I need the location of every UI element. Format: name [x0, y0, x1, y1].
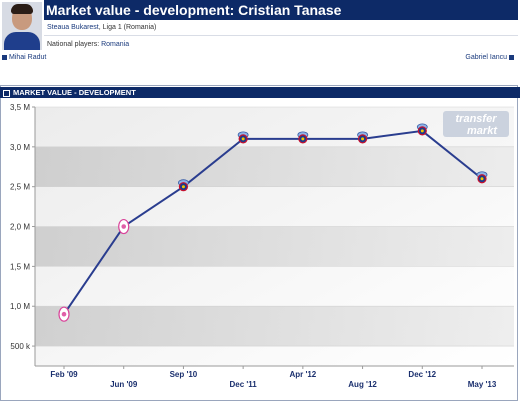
prev-player-label: Mihai Radut	[9, 54, 47, 61]
club-crest-marker	[61, 311, 67, 317]
x-tick-label: Feb '09	[50, 370, 78, 379]
prev-player-link[interactable]: Mihai Radut	[2, 54, 46, 61]
section-title-text: MARKET VALUE - DEVELOPMENT	[13, 88, 136, 97]
star-icon	[361, 137, 365, 141]
grid-band	[35, 146, 514, 187]
next-player-label: Gabriel Iancu	[465, 54, 508, 61]
value-line	[63, 129, 483, 315]
y-tick-label: 1,0 M	[10, 302, 30, 311]
national-team-link[interactable]: Romania	[101, 41, 130, 48]
star-icon	[241, 137, 245, 141]
y-tick-label: 1,5 M	[10, 262, 30, 271]
x-tick-label: Jun '09	[110, 380, 138, 389]
x-tick-label: Aug '12	[348, 380, 377, 389]
national-line: National players: Romania	[47, 41, 129, 48]
arrow-right-icon	[509, 54, 514, 60]
x-tick-label: Dec '11	[230, 380, 258, 389]
chart-icon	[3, 89, 10, 97]
player-header: Market value - development: Cristian Tan…	[0, 0, 520, 62]
arrow-left-icon	[2, 54, 7, 60]
star-icon	[301, 137, 305, 141]
watermark-text: markt	[467, 125, 498, 137]
grid-band	[35, 306, 514, 347]
star-icon	[420, 129, 424, 133]
title-bar	[44, 0, 518, 20]
section-title: MARKET VALUE - DEVELOPMENT	[3, 88, 136, 97]
watermark-text: transfer	[456, 113, 498, 125]
player-navigation: Mihai Radut Gabriel Iancu	[0, 54, 520, 64]
divider	[44, 35, 518, 36]
league-text: , Liga 1 (Romania)	[98, 24, 157, 31]
y-tick-label: 2,5 M	[10, 183, 30, 192]
club-line: Steaua Bukarest, Liga 1 (Romania)	[47, 24, 156, 31]
next-player-link[interactable]: Gabriel Iancu	[465, 54, 516, 61]
star-icon	[181, 185, 185, 189]
club-crest-marker	[121, 224, 127, 229]
national-label: National players:	[47, 41, 102, 48]
x-tick-label: Dec '12	[408, 370, 436, 379]
section-bar	[0, 87, 520, 98]
y-tick-label: 3,5 M	[10, 103, 30, 112]
club-link[interactable]: Steaua Bukarest	[47, 24, 99, 31]
y-tick-label: 2,0 M	[10, 223, 30, 232]
x-tick-label: Sep '10	[170, 370, 198, 379]
x-tick-label: May '13	[468, 380, 497, 389]
y-tick-label: 500 k	[10, 342, 31, 351]
page-title: Market value - development: Cristian Tan…	[46, 2, 342, 18]
y-tick-label: 3,0 M	[10, 143, 30, 152]
chart-panel	[0, 85, 518, 401]
grid-band	[35, 226, 514, 267]
star-icon	[480, 177, 484, 181]
player-photo	[2, 2, 42, 50]
x-tick-label: Apr '12	[289, 370, 316, 379]
watermark-logo	[443, 111, 509, 137]
